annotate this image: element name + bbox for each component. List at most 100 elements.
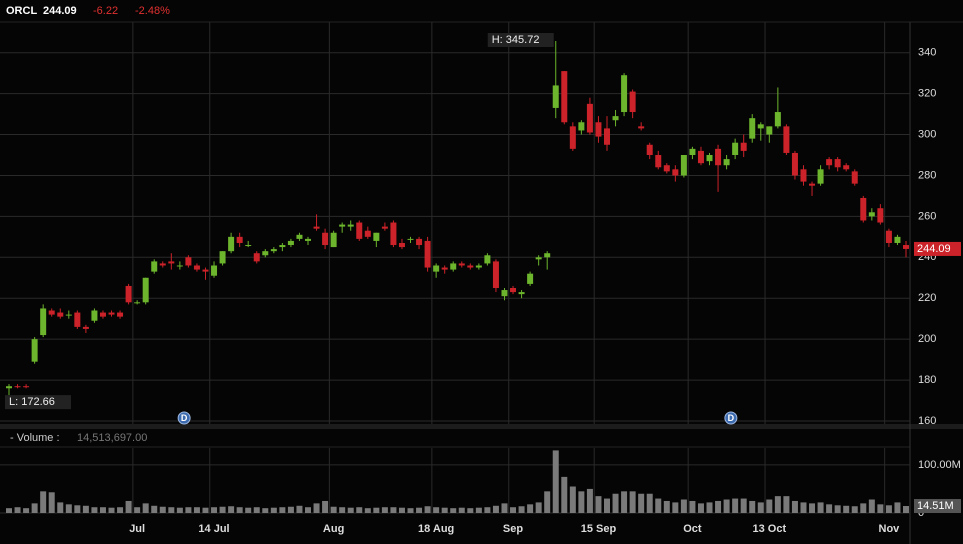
- volume-bar: [151, 505, 158, 513]
- candle-body: [82, 326, 89, 329]
- candle-body: [91, 310, 98, 321]
- volume-bar: [74, 505, 81, 513]
- candle-body: [877, 208, 884, 223]
- candle-body: [159, 263, 166, 266]
- last-price: 244.09: [917, 243, 951, 255]
- volume-bar: [467, 508, 474, 513]
- volume-bar: [680, 499, 687, 513]
- volume-bar: [125, 500, 132, 513]
- candle-body: [689, 148, 696, 155]
- volume-bar: [586, 488, 593, 513]
- candle-body: [800, 169, 807, 182]
- candle-body: [569, 126, 576, 149]
- candle-body: [740, 142, 747, 151]
- candle-body: [783, 126, 790, 153]
- volume-bar: [14, 507, 21, 513]
- y-tick-label: 100.00M: [918, 459, 961, 471]
- y-tick-label: 280: [918, 169, 936, 181]
- volume-bar: [23, 508, 30, 513]
- candle-body: [766, 126, 773, 135]
- volume-bar: [262, 508, 269, 513]
- volume-bar: [672, 502, 679, 513]
- candle-body: [638, 126, 645, 129]
- candle-body: [219, 251, 226, 264]
- candle-body: [151, 261, 158, 272]
- annotation: L: 172.66: [9, 396, 55, 408]
- dividend-marker: [177, 411, 191, 425]
- candle-body: [894, 236, 901, 243]
- candle-body: [125, 285, 132, 303]
- volume-bar: [134, 507, 141, 513]
- volume-bar: [305, 507, 311, 513]
- candle-body: [74, 312, 81, 327]
- candle-body: [706, 155, 713, 162]
- volume-bar: [723, 499, 730, 513]
- volume-bar: [646, 493, 653, 513]
- volume-bar: [364, 508, 371, 513]
- volume-bar: [757, 502, 764, 513]
- volume-bar: [868, 499, 875, 513]
- volume-bar: [40, 491, 47, 513]
- candle-body: [134, 302, 141, 304]
- candle-body: [612, 116, 619, 121]
- candle-body: [578, 122, 585, 131]
- annotation-box: [5, 395, 71, 410]
- volume-bar: [458, 507, 465, 513]
- volume-bar: [390, 507, 397, 513]
- candle-body: [809, 183, 816, 186]
- y-tick-label: 260: [918, 210, 936, 222]
- candle-body: [142, 277, 149, 303]
- volume-bar: [885, 505, 892, 513]
- dividend-marker: [724, 411, 738, 425]
- volume-bar: [398, 507, 405, 513]
- x-tick-label: Aug: [323, 523, 344, 535]
- x-tick-label: 14 Jul: [198, 523, 229, 535]
- volume-bar: [535, 502, 542, 513]
- candle-body: [23, 386, 30, 388]
- candle-body: [313, 226, 320, 229]
- volume-bar: [732, 498, 739, 513]
- candle-body: [202, 269, 209, 272]
- candle-body: [279, 245, 286, 248]
- volume-bar: [578, 491, 585, 513]
- volume-bar: [501, 503, 508, 513]
- candle-body: [732, 142, 739, 155]
- candle-body: [715, 148, 722, 166]
- candle-body: [99, 312, 106, 317]
- volume-bar: [416, 507, 423, 513]
- symbol: ORCL: [6, 5, 37, 17]
- candle-body: [501, 290, 508, 297]
- volume-bar: [211, 507, 218, 513]
- candle-body: [31, 339, 38, 362]
- candle-body: [108, 312, 115, 315]
- volume-bar: [518, 506, 525, 513]
- volume-bar: [655, 498, 662, 513]
- y-tick-label: 220: [918, 292, 936, 304]
- candle-body: [510, 288, 517, 293]
- candle-body: [903, 245, 909, 249]
- volume-bar: [91, 507, 98, 513]
- pane-separator: [0, 424, 963, 429]
- volume-bar: [441, 507, 448, 513]
- candle-body: [305, 238, 311, 241]
- volume-bar: [31, 503, 38, 513]
- x-tick-label: Sep: [503, 523, 523, 535]
- candle-body: [168, 261, 175, 264]
- candle-body: [185, 257, 192, 266]
- volume-bar: [65, 504, 72, 513]
- volume-bar: [877, 504, 884, 513]
- volume-bar: [843, 505, 850, 513]
- volume-bar: [689, 500, 696, 513]
- volume-label: 14.51M: [917, 500, 954, 512]
- volume-bar: [236, 507, 243, 513]
- volume-bar: [894, 502, 901, 513]
- volume-bar: [595, 496, 602, 513]
- volume-bar: [57, 502, 64, 513]
- x-tick-label: Jul: [129, 523, 145, 535]
- candle-body: [330, 232, 337, 248]
- volume-bar: [270, 507, 277, 513]
- candle-body: [262, 251, 269, 256]
- volume-bar: [527, 504, 534, 513]
- volume-bar: [322, 500, 329, 513]
